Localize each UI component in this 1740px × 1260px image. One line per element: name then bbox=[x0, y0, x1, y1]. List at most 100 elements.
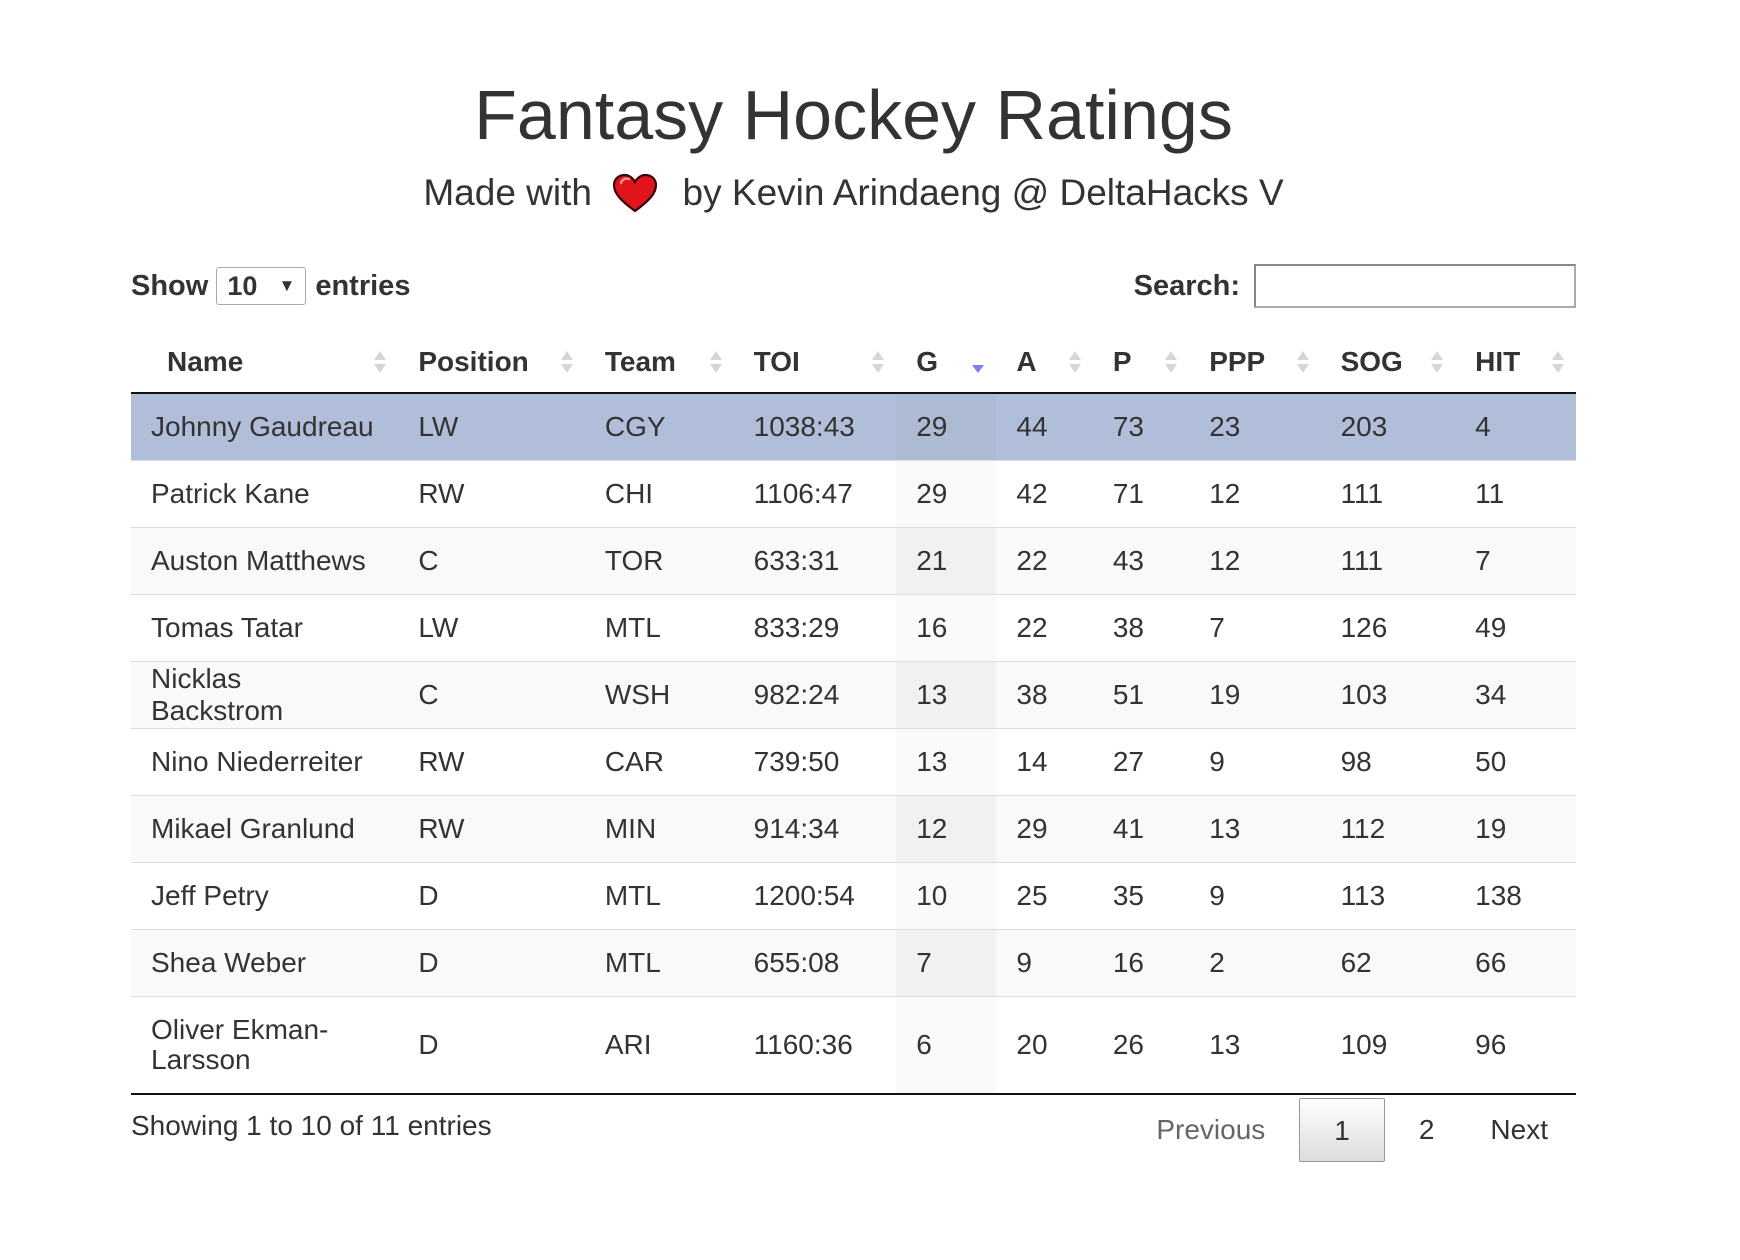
cell-p: 73 bbox=[1092, 393, 1190, 461]
cell-name: Patrick Kane bbox=[131, 460, 399, 528]
cell-a: 9 bbox=[996, 929, 1093, 997]
table-row[interactable]: Johnny Gaudreau LW CGY 1038:43 29 44 73 23 203 4 bbox=[131, 393, 1576, 461]
cell-sog: 203 bbox=[1320, 393, 1456, 461]
cell-p: 26 bbox=[1092, 996, 1190, 1095]
cell-team: ARI bbox=[584, 996, 734, 1095]
column-header-label: SOG bbox=[1340, 346, 1403, 377]
cell-position: RW bbox=[398, 728, 585, 796]
cell-sog: 112 bbox=[1320, 795, 1456, 863]
column-header-position[interactable]: Position bbox=[398, 332, 585, 394]
cell-team: MTL bbox=[584, 929, 734, 997]
entries-select[interactable]: 10 ▼ bbox=[216, 267, 307, 305]
cell-g: 12 bbox=[896, 795, 997, 863]
cell-name: Johnny Gaudreau bbox=[131, 393, 399, 461]
cell-toi: 982:24 bbox=[733, 661, 897, 729]
cell-hit: 49 bbox=[1455, 594, 1576, 662]
cell-g: 10 bbox=[896, 862, 997, 930]
cell-ppp: 13 bbox=[1189, 996, 1321, 1095]
cell-hit: 50 bbox=[1455, 728, 1576, 796]
table-row[interactable]: Tomas Tatar LW MTL 833:29 16 22 38 7 126 49 bbox=[131, 594, 1576, 662]
cell-p: 43 bbox=[1092, 527, 1190, 595]
table-controls: Show 10 ▼ entries Search: bbox=[131, 264, 1576, 308]
cell-team: CAR bbox=[584, 728, 734, 796]
table-info: Showing 1 to 10 of 11 entries bbox=[131, 1110, 492, 1141]
column-header-toi[interactable]: TOI bbox=[733, 332, 897, 394]
column-header-g[interactable]: G bbox=[896, 332, 997, 394]
column-header-name[interactable]: Name bbox=[131, 332, 399, 394]
cell-ppp: 7 bbox=[1189, 594, 1321, 662]
sort-both-icon bbox=[1429, 347, 1445, 377]
cell-ppp: 2 bbox=[1189, 929, 1321, 997]
cell-hit: 138 bbox=[1455, 862, 1576, 930]
cell-hit: 34 bbox=[1455, 661, 1576, 729]
column-header-label: Position bbox=[418, 346, 529, 377]
table-row[interactable]: Shea Weber D MTL 655:08 7 9 16 2 62 66 bbox=[131, 929, 1576, 997]
table-row[interactable]: Jeff Petry D MTL 1200:54 10 25 35 9 113 138 bbox=[131, 862, 1576, 930]
cell-ppp: 13 bbox=[1189, 795, 1321, 863]
table-row[interactable]: Nino Niederreiter RW CAR 739:50 13 14 27 9 98 50 bbox=[131, 728, 1576, 796]
column-header-ppp[interactable]: PPP bbox=[1189, 332, 1321, 394]
cell-a: 14 bbox=[996, 728, 1093, 796]
column-header-label: PPP bbox=[1209, 346, 1266, 377]
cell-sog: 126 bbox=[1320, 594, 1456, 662]
table-row[interactable]: Nicklas Backstrom C WSH 982:24 13 38 51 19 103 34 bbox=[131, 661, 1576, 729]
chevron-down-icon: ▼ bbox=[278, 276, 296, 295]
cell-name: Tomas Tatar bbox=[131, 594, 399, 662]
subtitle-suffix: by Kevin Arindaeng @ DeltaHacks V bbox=[682, 172, 1284, 213]
page-button-1[interactable]: 1 bbox=[1299, 1098, 1385, 1162]
length-label-show: Show bbox=[131, 270, 209, 302]
table-row[interactable]: Auston Matthews C TOR 633:31 21 22 43 12 111 7 bbox=[131, 527, 1576, 595]
column-header-label: G bbox=[916, 346, 938, 377]
cell-a: 42 bbox=[996, 460, 1093, 528]
cell-hit: 66 bbox=[1455, 929, 1576, 997]
cell-team: MTL bbox=[584, 862, 734, 930]
table-footer: Showing 1 to 10 of 11 entries Previous 1… bbox=[131, 1098, 1576, 1168]
column-header-team[interactable]: Team bbox=[584, 332, 734, 394]
cell-g: 7 bbox=[896, 929, 997, 997]
sort-both-icon bbox=[1295, 347, 1311, 377]
cell-team: WSH bbox=[584, 661, 734, 729]
cell-position: C bbox=[398, 527, 585, 595]
cell-name: Nicklas Backstrom bbox=[131, 661, 399, 729]
cell-sog: 111 bbox=[1320, 527, 1456, 595]
cell-toi: 1038:43 bbox=[733, 393, 897, 461]
search-input[interactable] bbox=[1254, 264, 1576, 308]
sort-both-icon bbox=[1550, 347, 1566, 377]
cell-sog: 113 bbox=[1320, 862, 1456, 930]
cell-a: 29 bbox=[996, 795, 1093, 863]
search-control: Search: bbox=[1134, 264, 1576, 308]
cell-g: 21 bbox=[896, 527, 997, 595]
search-label: Search: bbox=[1133, 270, 1240, 302]
column-header-sog[interactable]: SOG bbox=[1320, 332, 1456, 394]
cell-position: D bbox=[398, 862, 585, 930]
page-button-2[interactable]: 2 bbox=[1418, 1114, 1435, 1145]
table-row[interactable]: Mikael Granlund RW MIN 914:34 12 29 41 13 112 19 bbox=[131, 795, 1576, 863]
entries-select-value: 10 bbox=[227, 271, 258, 301]
cell-name: Mikael Granlund bbox=[131, 795, 399, 863]
cell-g: 16 bbox=[896, 594, 997, 662]
sort-descending-icon bbox=[970, 347, 986, 377]
column-header-a[interactable]: A bbox=[996, 332, 1093, 394]
next-button[interactable]: Next bbox=[1490, 1114, 1548, 1145]
cell-ppp: 23 bbox=[1189, 393, 1321, 461]
cell-hit: 7 bbox=[1455, 527, 1576, 595]
cell-p: 35 bbox=[1092, 862, 1190, 930]
cell-g: 29 bbox=[896, 460, 997, 528]
table-row[interactable]: Oliver Ekman-Larsson D ARI 1160:36 6 20 26 13 10… bbox=[131, 996, 1576, 1095]
column-header-label: P bbox=[1112, 346, 1132, 377]
column-header-p[interactable]: P bbox=[1092, 332, 1190, 394]
cell-a: 22 bbox=[996, 594, 1093, 662]
cell-a: 38 bbox=[996, 661, 1093, 729]
cell-a: 20 bbox=[996, 996, 1093, 1095]
ratings-table: Name Position Team TOI G A P PPP SOG HIT Johnny G… bbox=[131, 332, 1576, 1095]
column-header-hit[interactable]: HIT bbox=[1455, 332, 1576, 394]
cell-hit: 96 bbox=[1455, 996, 1576, 1095]
table-row[interactable]: Patrick Kane RW CHI 1106:47 29 42 71 12 111 11 bbox=[131, 460, 1576, 528]
cell-position: RW bbox=[398, 795, 585, 863]
cell-team: CGY bbox=[584, 393, 734, 461]
cell-sog: 103 bbox=[1320, 661, 1456, 729]
sort-both-icon bbox=[1163, 347, 1179, 377]
cell-position: D bbox=[398, 996, 585, 1095]
previous-button[interactable]: Previous bbox=[1156, 1114, 1266, 1145]
cell-toi: 655:08 bbox=[733, 929, 897, 997]
